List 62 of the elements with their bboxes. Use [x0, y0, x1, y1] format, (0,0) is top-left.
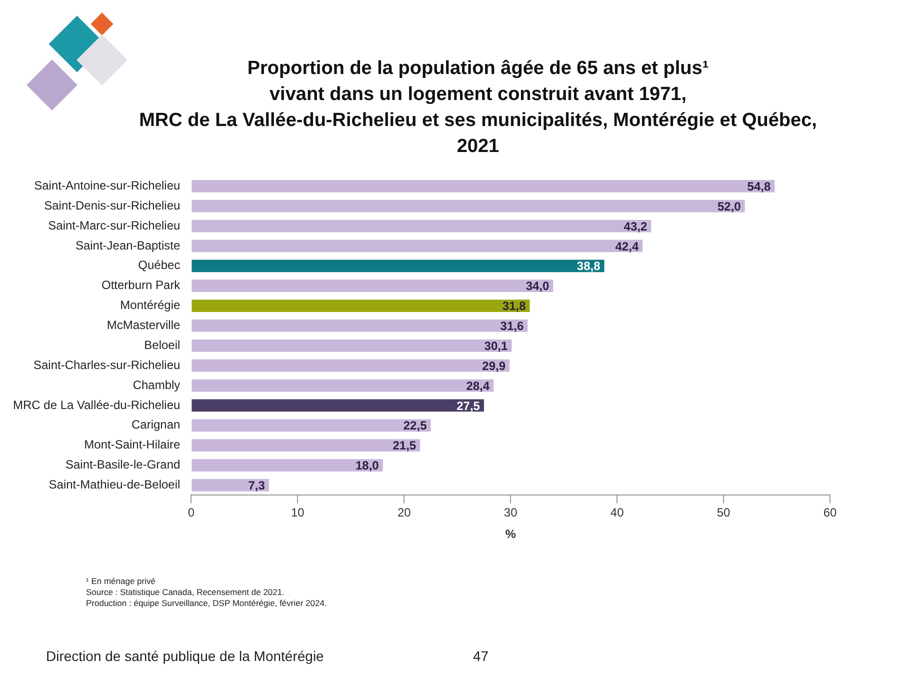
- y-tick-label: Mont-Saint-Hilaire: [84, 438, 181, 452]
- bar: [192, 419, 431, 432]
- bar: [192, 180, 775, 192]
- bar: [192, 280, 554, 292]
- text: Direction de santé publique de la Montérégie: [46, 648, 324, 664]
- y-tick-label: McMasterville: [106, 318, 181, 332]
- y-tick-label: Saint-Marc-sur-Richelieu: [48, 218, 180, 232]
- x-tick-label: 40: [610, 506, 624, 520]
- y-tick-label: Beloeil: [144, 338, 180, 352]
- bar: [192, 359, 510, 372]
- data-label: 30,1: [484, 338, 508, 353]
- bar: [192, 300, 530, 312]
- x-tick-label: 60: [823, 506, 837, 520]
- bar: [192, 220, 652, 232]
- data-label: 21,5: [392, 438, 416, 453]
- bar: [192, 439, 420, 452]
- x-tick-label: 30: [504, 506, 518, 520]
- data-label: 28,4: [466, 378, 490, 393]
- y-tick-label: Saint-Basile-le-Grand: [65, 458, 180, 472]
- bar: [192, 200, 745, 212]
- y-tick-label: Saint-Charles-sur-Richelieu: [33, 358, 180, 372]
- text: ¹ En ménage privé: [86, 576, 156, 587]
- text: 47: [473, 648, 489, 664]
- data-label: 29,9: [482, 358, 506, 373]
- source-note: Source : Statistique Canada, Recensement de 2021.: [86, 587, 286, 598]
- data-label: 54,8: [747, 179, 771, 194]
- y-tick-label: Chambly: [132, 378, 180, 392]
- x-tick-label: 10: [290, 506, 305, 520]
- y-tick-label: Saint-Denis-sur-Richelieu: [44, 198, 180, 212]
- data-label: 22,5: [403, 418, 428, 433]
- data-label: 31,6: [500, 319, 524, 334]
- y-tick-label: Saint-Jean-Baptiste: [75, 238, 181, 252]
- data-label: 52,0: [717, 199, 742, 214]
- text: Production : équipe Surveillance, DSP Montérégie, février 2024.: [86, 598, 327, 609]
- bar: [192, 260, 604, 272]
- y-tick-label: MRC de La Vallée-du-Richelieu: [12, 398, 180, 412]
- y-tick-label: Otterburn Park: [101, 278, 182, 292]
- data-label: 34,0: [526, 279, 550, 294]
- data-label: 43,2: [624, 219, 648, 234]
- x-tick-label: 50: [716, 506, 731, 520]
- bar: [192, 479, 269, 492]
- y-tick-label: Saint-Antoine-sur-Richelieu: [34, 178, 180, 192]
- chart-title: Proportion de la population âgée de 65 ans et plus¹ vivant dans un logement construit avant 1971, MRC de La Vallée-du-Richelieu et ses municipalités, Montérégie et Québec, 2021: [138, 57, 818, 159]
- bar: [192, 459, 383, 472]
- y-tick-label: Saint-Mathieu-de-Beloeil: [48, 478, 180, 492]
- bar: [192, 399, 484, 412]
- bar: [192, 339, 512, 352]
- data-label: 42,4: [615, 239, 639, 254]
- data-label: 38,8: [576, 259, 601, 274]
- x-axis-title: %: [505, 527, 516, 542]
- y-tick-label: Montérégie: [120, 298, 181, 312]
- y-tick-label: Carignan: [131, 418, 180, 432]
- data-label: 7,3: [248, 478, 266, 493]
- bar: [192, 320, 528, 332]
- bar: [192, 379, 494, 392]
- data-label: 27,5: [456, 398, 480, 413]
- data-label: 18,0: [355, 458, 380, 473]
- data-label: 31,8: [502, 299, 526, 314]
- bar: [192, 240, 643, 252]
- x-tick-label: 0: [188, 506, 195, 520]
- y-tick-label: Québec: [138, 258, 180, 272]
- x-tick-label: 20: [397, 506, 412, 520]
